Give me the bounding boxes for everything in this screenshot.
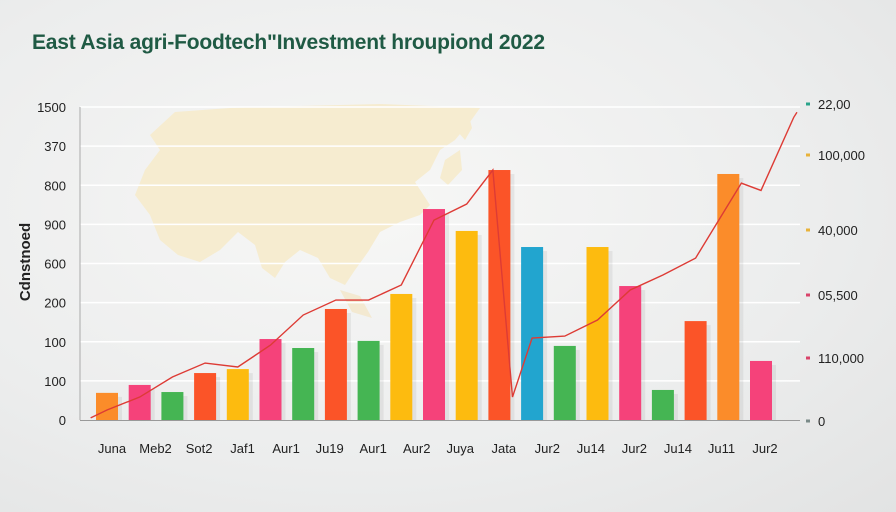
bar [357,340,380,420]
right-tick-label: 100,000 [818,148,865,163]
y-tick-label: 100 [44,335,66,350]
y-tick-label: 100 [44,374,66,389]
x-tick-label: Jur2 [622,441,647,456]
x-tick-label: Juya [447,441,475,456]
bar [488,170,511,420]
right-tick-label: 0 [818,414,825,429]
y-tick-label: 0 [59,413,66,428]
bar [684,321,707,420]
bar [161,392,184,420]
right-tick-label: 22,00 [818,97,851,112]
trend-line [90,111,798,419]
right-tick-label: 05,500 [818,288,858,303]
x-tick-label: Ju14 [664,441,692,456]
y-tick-label: 200 [44,296,66,311]
x-tick-label: Jata [492,441,517,456]
y-tick-label: 600 [44,257,66,272]
bar [651,389,674,420]
x-tick-label: Ju14 [577,441,605,456]
x-tick-label: Meb2 [139,441,172,456]
bar [455,230,478,420]
right-tick-marker [806,228,810,232]
right-tick-marker [806,356,810,360]
x-tick-label: Aur1 [272,441,299,456]
x-tick-label: Aur2 [403,441,430,456]
bar [292,348,315,420]
bar [259,339,282,420]
bar [194,373,217,420]
x-tick-label: Jur2 [535,441,560,456]
x-tick-label: Aur1 [359,441,386,456]
bar [586,247,609,420]
chart-title: East Asia agri-Foodtech"Investment hroup… [32,31,545,54]
y-tick-label: 900 [44,217,66,232]
bar [717,173,740,420]
x-tick-label: Juna [98,441,127,456]
x-tick-label: Ju11 [708,441,735,456]
bar [423,209,445,420]
right-tick-marker [806,419,810,423]
right-tick-label: 110,000 [818,351,864,366]
bar [619,286,642,420]
x-tick-label: Ju19 [316,441,344,456]
x-tick-label: Jur2 [752,441,777,456]
bar [521,247,544,420]
right-tick-marker [806,102,810,106]
x-tick-label: Jaf1 [230,441,255,456]
y-tick-label: 370 [44,139,66,154]
bar [128,384,151,420]
bar [553,345,576,420]
x-tick-label: Sot2 [186,441,213,456]
right-tick-label: 40,000 [818,223,858,238]
bar [324,308,347,420]
y-axis-label: Cdnstnoed [17,223,34,301]
right-tick-marker [806,293,810,297]
y-tick-label: 1500 [37,100,66,115]
bar [226,369,249,420]
bar [390,293,413,420]
y-tick-label: 800 [44,178,66,193]
bar [750,360,772,420]
right-tick-marker [806,153,810,157]
